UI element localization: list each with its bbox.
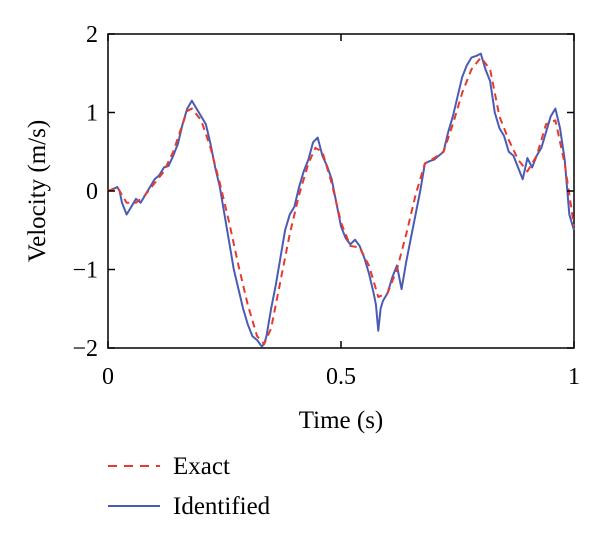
y-tick-label: −1 — [72, 258, 98, 284]
y-tick-label: 1 — [86, 101, 98, 127]
x-tick-label: 1 — [568, 364, 580, 390]
series-line-identified — [107, 52, 575, 348]
series-layer — [107, 52, 575, 348]
series-line-exact — [107, 56, 575, 346]
ticks-layer: 0 0.5 1 −2 −1 0 1 2 — [72, 22, 580, 390]
y-tick-label: 2 — [86, 22, 98, 48]
y-axis-title: Velocity (m/s) — [24, 120, 51, 262]
x-tick-label: 0 — [102, 364, 114, 390]
y-tick-label: −2 — [72, 336, 98, 362]
legend: Exact Identified — [108, 453, 271, 520]
y-tick-label: 0 — [86, 179, 98, 205]
x-axis-title: Time (s) — [299, 407, 384, 434]
x-tick-label: 0.5 — [326, 364, 356, 390]
legend-label-exact: Exact — [173, 453, 230, 480]
plot-frame — [107, 33, 575, 349]
legend-label-identified: Identified — [173, 493, 271, 520]
